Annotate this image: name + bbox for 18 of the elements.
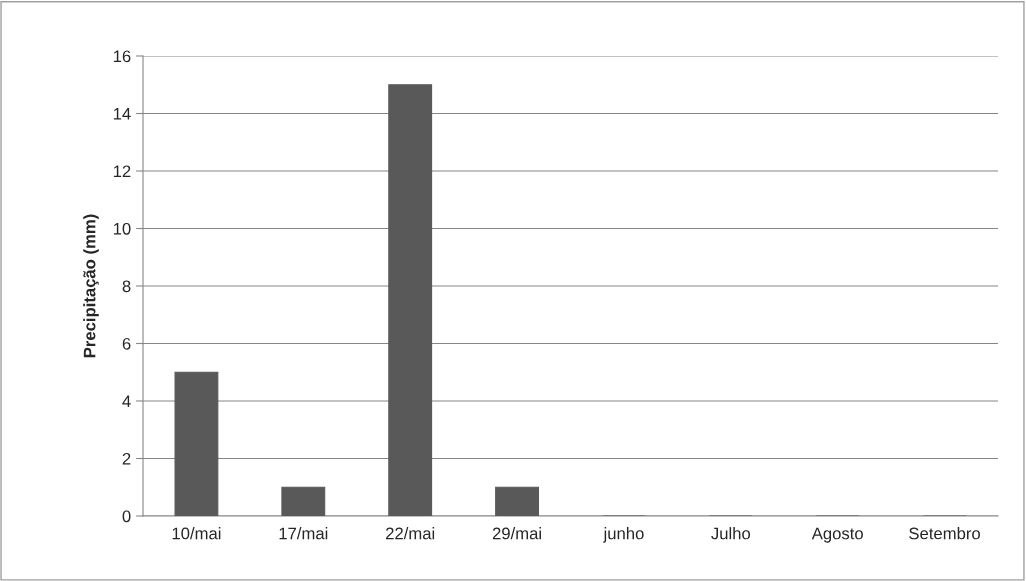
x-tick-label: Setembro [909, 527, 980, 540]
y-tick-label: 12 [113, 165, 131, 178]
y-tick-label: 0 [122, 510, 131, 523]
x-tick-label: 29/mai [492, 527, 541, 540]
x-tick-label: Julho [711, 527, 751, 540]
x-tick-label: 22/mai [386, 527, 435, 540]
y-tick-label: 4 [122, 395, 131, 408]
x-tick-label: 17/mai [279, 527, 328, 540]
y-tick-label: 8 [122, 280, 131, 293]
y-tick-label: 10 [113, 222, 131, 235]
y-tick-label: 16 [113, 50, 131, 63]
x-tick-label: 10/mai [172, 527, 221, 540]
y-tick-label: 14 [113, 108, 131, 120]
x-tick-label: junho [603, 527, 644, 543]
x-tick-label: Agosto [811, 527, 863, 543]
y-tick-label: 2 [122, 452, 131, 465]
y-tick-label: 6 [122, 337, 131, 350]
y-axis-title: Precipitação (mm) [83, 214, 99, 358]
